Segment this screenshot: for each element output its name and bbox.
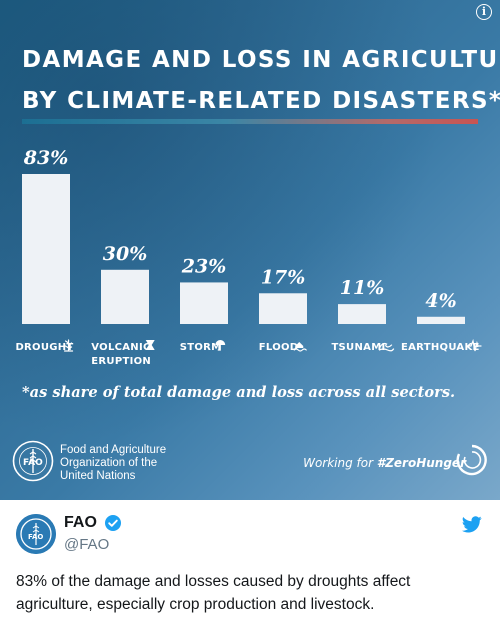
avatar[interactable]: FAO — [16, 514, 56, 554]
fao-logo-text: FAO — [23, 458, 43, 468]
flood-icon — [293, 342, 307, 352]
data-label: 23% — [181, 255, 227, 277]
chart-title-line-2: BY CLIMATE-RELATED DISASTERS* — [22, 88, 500, 114]
fao-logo: FAO — [12, 440, 54, 482]
campaign-hashtag: #ZeroHunger — [376, 456, 466, 470]
storm-icon — [215, 340, 226, 351]
author-name[interactable]: FAO — [64, 514, 97, 531]
avatar-text: FAO — [28, 533, 43, 541]
campaign-text: Working for — [303, 456, 377, 470]
verified-icon — [105, 515, 121, 531]
title-underline — [22, 119, 478, 124]
twitter-bird-icon[interactable] — [462, 516, 482, 533]
category-label: VOLCANIC — [91, 342, 150, 353]
bar-earthquake — [417, 316, 465, 324]
category-label: STORM — [180, 342, 222, 353]
infographic-card: i DAMAGE AND LOSS IN AGRICULTURE BY CLIM… — [0, 0, 500, 500]
category-label: EARTHQUAKE — [401, 342, 480, 353]
organization-name: Food and Agriculture Organization of the… — [60, 444, 166, 483]
tsunami-icon — [378, 342, 395, 352]
org-name-line-2: Organization of the — [60, 457, 158, 469]
bar-chart: 83% DROUGHT 30% VOLCANIC ERUPTION 23% STORM 17%… — [15, 147, 482, 367]
category-label: FLOOD — [259, 342, 299, 353]
data-label: 17% — [261, 266, 306, 288]
earthquake-icon — [467, 338, 482, 352]
info-icon[interactable]: i — [476, 4, 492, 20]
category-label: TSUNAMI — [331, 342, 385, 353]
org-name-line-1: Food and Agriculture — [60, 444, 167, 456]
bar-flood — [259, 293, 307, 324]
volcano-icon — [145, 340, 155, 350]
data-label: 11% — [340, 277, 385, 299]
campaign-tagline: Working for #ZeroHunger — [303, 452, 466, 471]
drought-icon — [63, 339, 74, 352]
data-label: 4% — [425, 290, 456, 312]
data-label: 30% — [103, 243, 148, 265]
tweet-text: 83% of the damage and losses caused by d… — [16, 573, 411, 613]
category-label: ERUPTION — [91, 356, 151, 367]
tweet: FAO FAO @FAO 83% of the damage and losse… — [0, 500, 500, 624]
author-handle[interactable]: @FAO — [64, 536, 110, 553]
data-label: 83% — [23, 147, 69, 169]
bar-volcanic-eruption — [101, 269, 149, 324]
zero-hunger-logo — [456, 444, 487, 476]
org-name-line-3: United Nations — [60, 470, 136, 482]
bar-storm — [180, 282, 228, 324]
chart-title: DAMAGE AND LOSS IN AGRICULTURE BY CLIMAT… — [22, 40, 500, 122]
footnote: *as share of total damage and loss acros… — [22, 384, 456, 401]
bar-tsunami — [338, 304, 386, 324]
bar-drought — [22, 174, 70, 324]
chart-title-line-1: DAMAGE AND LOSS IN AGRICULTURE — [22, 47, 500, 73]
category-label: DROUGHT — [15, 342, 73, 353]
